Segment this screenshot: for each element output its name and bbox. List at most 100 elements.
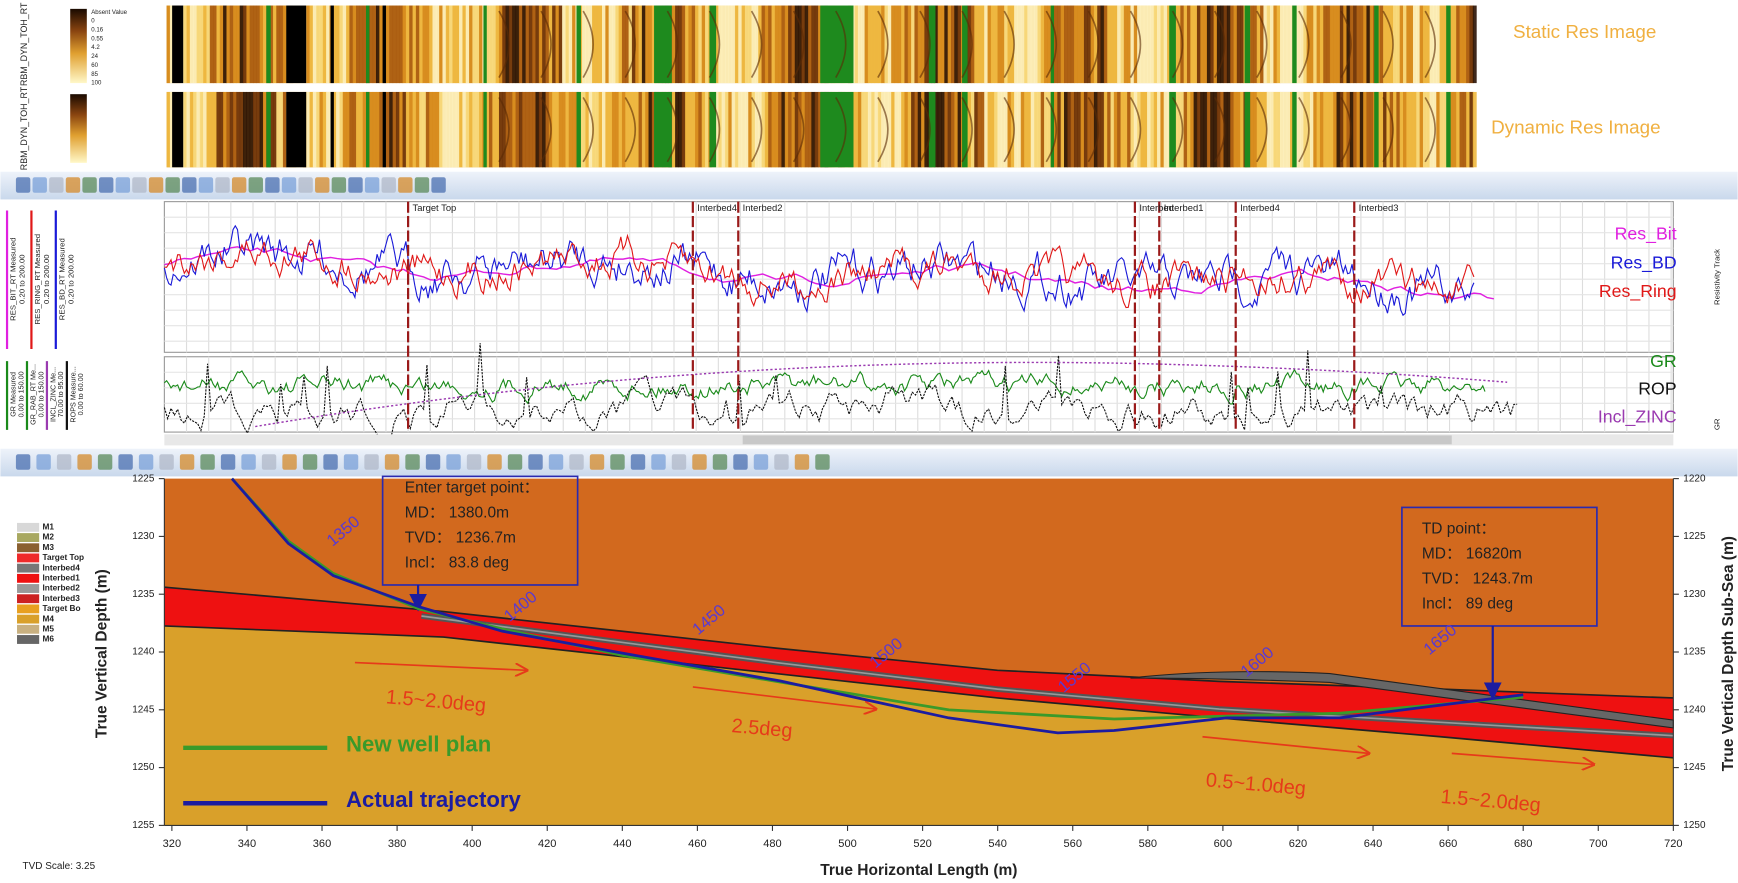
- image-texture: [528, 5, 533, 84]
- image-texture: [974, 5, 979, 84]
- toolbar-button[interactable]: [179, 454, 195, 470]
- toolbar-button[interactable]: [315, 177, 330, 193]
- image-texture: [223, 91, 227, 168]
- toolbar-button[interactable]: [200, 454, 215, 470]
- toolbar-button[interactable]: [569, 454, 584, 470]
- log-curve: [163, 224, 1475, 317]
- toolbar-button[interactable]: [466, 454, 482, 470]
- image-texture: [382, 91, 386, 168]
- image-texture: [1133, 91, 1138, 168]
- toolbar-button[interactable]: [651, 454, 666, 470]
- image-texture: [582, 10, 594, 78]
- toolbar-button[interactable]: [298, 177, 313, 193]
- toolbar-button[interactable]: [159, 454, 174, 470]
- toolbar-button[interactable]: [198, 177, 214, 193]
- image-texture: [784, 91, 789, 168]
- image-texture: [1296, 91, 1301, 168]
- image-texture: [1220, 91, 1225, 168]
- legend-entry: ROP: [1638, 379, 1676, 399]
- toolbar-button[interactable]: [132, 177, 147, 193]
- image-texture: [1273, 91, 1278, 168]
- image-texture: [1203, 5, 1208, 84]
- image-texture: [1379, 5, 1384, 84]
- toolbar-button[interactable]: [405, 454, 420, 470]
- toolbar-button[interactable]: [548, 454, 564, 470]
- y2-axis-title: True Vertical Depth Sub-Sea (m): [1720, 536, 1737, 771]
- toolbar-button[interactable]: [364, 454, 379, 470]
- image-texture: [651, 5, 656, 84]
- toolbar-button[interactable]: [528, 454, 543, 470]
- toolbar-button[interactable]: [815, 454, 830, 470]
- toolbar-button[interactable]: [115, 177, 131, 193]
- toolbar-button[interactable]: [425, 454, 441, 470]
- image-texture: [1020, 91, 1025, 168]
- toolbar-button[interactable]: [32, 177, 47, 193]
- toolbar-button[interactable]: [692, 454, 707, 470]
- toolbar-button[interactable]: [630, 454, 646, 470]
- image-texture: [835, 10, 847, 78]
- toolbar-button[interactable]: [215, 177, 230, 193]
- toolbar-button[interactable]: [261, 454, 277, 470]
- toolbar-button[interactable]: [364, 177, 380, 193]
- toolbar-button[interactable]: [589, 454, 605, 470]
- toolbar-button[interactable]: [241, 454, 256, 470]
- toolbar-button[interactable]: [231, 177, 247, 193]
- toolbar-button[interactable]: [414, 177, 430, 193]
- toolbar-button[interactable]: [118, 454, 133, 470]
- toolbar-button[interactable]: [302, 454, 318, 470]
- toolbar-button[interactable]: [431, 177, 446, 193]
- toolbar-button[interactable]: [774, 454, 789, 470]
- toolbar-button[interactable]: [343, 454, 359, 470]
- toolbar-button[interactable]: [56, 454, 72, 470]
- image-texture: [1171, 97, 1184, 163]
- toolbar-button[interactable]: [77, 454, 92, 470]
- toolbar-button[interactable]: [15, 177, 31, 193]
- toolbar-button[interactable]: [82, 177, 97, 193]
- toolbar-button[interactable]: [733, 454, 748, 470]
- formation-swatch: [17, 584, 40, 593]
- toolbar-button[interactable]: [281, 177, 297, 193]
- toolbar-button[interactable]: [331, 177, 347, 193]
- toolbar-button[interactable]: [220, 454, 236, 470]
- toolbar-button[interactable]: [165, 177, 180, 193]
- toolbar-button[interactable]: [323, 454, 338, 470]
- image-texture: [409, 5, 414, 84]
- toolbar-button[interactable]: [282, 454, 297, 470]
- toolbar-button[interactable]: [36, 454, 51, 470]
- toolbar-button[interactable]: [97, 454, 113, 470]
- toolbar-button[interactable]: [99, 177, 114, 193]
- toolbar-button[interactable]: [381, 177, 396, 193]
- toolbar-button[interactable]: [265, 177, 280, 193]
- toolbar-button[interactable]: [398, 177, 413, 193]
- toolbar-button[interactable]: [138, 454, 154, 470]
- image-texture: [1429, 5, 1434, 84]
- image-texture: [691, 91, 696, 168]
- toolbar-button[interactable]: [507, 454, 523, 470]
- x-tick-label: 700: [1589, 838, 1607, 850]
- formation-swatch: [17, 563, 40, 573]
- toolbar-button[interactable]: [15, 454, 31, 470]
- toolbar-button[interactable]: [182, 177, 197, 193]
- toolbar-button[interactable]: [248, 177, 263, 193]
- toolbar-button[interactable]: [753, 454, 769, 470]
- toolbar-button[interactable]: [794, 454, 810, 470]
- toolbar-button[interactable]: [446, 454, 461, 470]
- scroll-thumb[interactable]: [742, 435, 1452, 445]
- toolbar-button[interactable]: [671, 454, 687, 470]
- image-texture: [947, 5, 952, 84]
- image-texture: [552, 5, 557, 84]
- toolbar-button[interactable]: [712, 454, 728, 470]
- toolbar-button[interactable]: [487, 454, 502, 470]
- toolbar-button[interactable]: [384, 454, 400, 470]
- interbed: [421, 615, 1674, 737]
- image-texture: [425, 5, 430, 84]
- formation-swatch: [17, 635, 40, 644]
- toolbar-button[interactable]: [65, 177, 81, 193]
- toolbar-button[interactable]: [49, 177, 64, 193]
- image-texture: [1206, 91, 1211, 168]
- toolbar-button[interactable]: [610, 454, 625, 470]
- annotation-box: [1401, 506, 1598, 627]
- toolbar-button[interactable]: [348, 177, 363, 193]
- formation-label: M3: [43, 542, 55, 552]
- toolbar-button[interactable]: [148, 177, 164, 193]
